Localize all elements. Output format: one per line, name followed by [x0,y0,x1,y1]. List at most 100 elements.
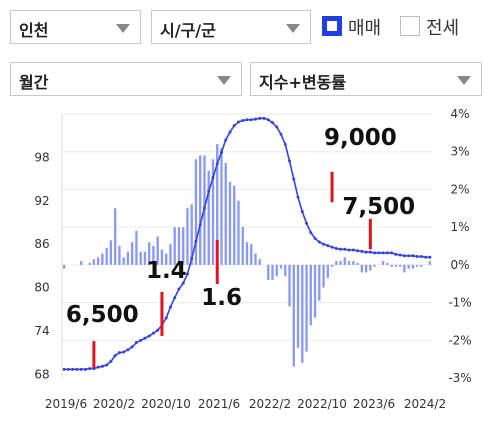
change-rate-bar [407,264,410,269]
change-rate-bar [364,264,368,273]
change-rate-bar [233,185,236,265]
change-rate-bar [394,264,398,267]
change-rate-bar [207,170,210,265]
change-rate-bar [156,236,159,265]
subregion-select[interactable]: 시/구/군 [151,10,311,44]
change-rate-bar [296,264,300,348]
metric-select-value: 지수+변동률 [259,73,347,92]
price-index-point [66,367,70,371]
price-index-point [83,367,87,371]
left-tick-label: 74 [34,324,49,338]
price-index-point [164,316,168,320]
price-index-point [96,365,100,369]
change-rate-bar [113,208,117,265]
sale-checkbox[interactable] [322,16,342,36]
change-rate-bar [186,208,189,265]
change-rate-bar [105,247,108,265]
price-index-point [364,250,368,254]
jeonse-checkbox-label: 전세 [426,18,460,39]
x-tick-label: 2021/6 [198,397,240,411]
price-index-point [398,253,402,257]
region-select[interactable]: 인천 [10,10,141,44]
change-rate-bar [347,261,351,265]
change-rate-bar [224,163,227,265]
change-rate-bar [381,261,385,265]
jeonse-checkbox[interactable] [400,16,420,36]
price-index-point [373,251,377,255]
change-rate-bar [330,264,334,267]
change-rate-bar [152,246,155,265]
x-tick-label: 2024/2 [404,397,446,411]
price-index-point [360,249,364,253]
price-index-point [194,239,198,243]
price-index-point [305,221,309,225]
change-rate-bar [126,251,130,265]
change-rate-bar [390,264,393,267]
change-rate-bar [143,251,147,265]
period-select[interactable]: 월간 [10,62,242,96]
change-rate-bar [305,264,308,352]
change-rate-bar [292,264,295,367]
price-index-point [279,132,283,136]
change-rate-bar [275,264,278,277]
x-tick-label: 2019/6 [45,397,87,411]
price-index-point [219,150,223,154]
change-rate-bar [267,264,270,280]
change-rate-bar [182,227,185,265]
metric-select[interactable]: 지수+변동률 [250,62,482,96]
change-rate-bar [177,227,181,265]
price-index-point [105,363,109,367]
left-tick-label: 86 [34,237,49,251]
left-tick-label: 68 [34,367,49,381]
change-rate-bar [369,264,372,271]
change-rate-bar [318,264,321,301]
price-index-point [275,125,279,129]
price-index-point [241,119,245,123]
price-index-point [211,176,215,180]
price-index-point [330,245,334,249]
x-tick-label: 2023/6 [353,397,395,411]
price-index-point [185,272,189,276]
left-tick-label: 98 [34,150,49,164]
change-rate-bar [173,227,176,265]
change-rate-bar [398,264,402,267]
price-index-point [249,118,253,122]
price-index-point [126,348,130,352]
price-index-point [300,210,304,214]
price-index-point [339,247,343,251]
price-index-point [122,350,126,354]
change-rate-bar [220,147,223,265]
price-index-point [224,138,228,142]
price-index-point [347,248,351,252]
change-rate-bar [309,264,312,326]
annotation-label: 7,500 [342,194,415,220]
price-index-point [79,367,83,371]
left-tick-label: 92 [34,194,49,208]
price-index-point [322,242,326,246]
price-index-point [62,367,66,371]
region-select-value: 인천 [19,21,49,40]
price-index-point [88,367,92,371]
price-index-point [288,159,292,163]
change-rate-bar [258,259,261,265]
price-index-point [228,130,232,134]
annotation-label: 6,500 [66,302,139,328]
change-rate-bar [190,204,193,265]
price-index-point [181,281,185,285]
right-tick-label: 4% [450,107,469,121]
price-index-point [262,116,266,120]
change-rate-bar [131,242,134,265]
change-rate-bar [148,242,151,265]
price-index-point [428,255,432,259]
change-rate-bar [335,261,338,265]
change-rate-bar [96,257,100,265]
price-index-point [283,142,287,146]
price-index-point [334,247,338,251]
price-index-point [245,118,249,122]
right-tick-label: -3% [448,371,471,385]
change-rate-bar [169,244,172,265]
change-rate-bar [428,261,432,265]
price-index-point [292,177,296,181]
change-rate-bar [322,264,325,288]
